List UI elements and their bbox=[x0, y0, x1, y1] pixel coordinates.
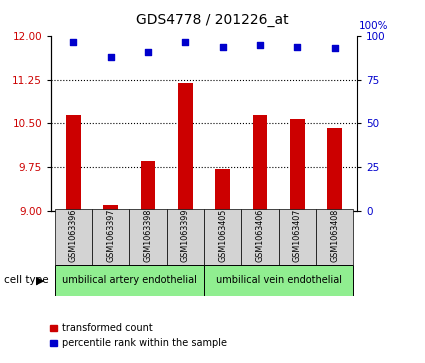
Text: GSM1063405: GSM1063405 bbox=[218, 209, 227, 262]
Text: GSM1063406: GSM1063406 bbox=[255, 209, 264, 262]
Point bbox=[257, 42, 264, 48]
Text: umbilical vein endothelial: umbilical vein endothelial bbox=[215, 276, 342, 285]
Bar bbox=[316, 209, 353, 265]
Bar bbox=[204, 265, 353, 296]
Text: GSM1063407: GSM1063407 bbox=[293, 209, 302, 262]
Point bbox=[331, 46, 338, 52]
Text: ▶: ▶ bbox=[36, 275, 45, 285]
Bar bbox=[204, 209, 241, 265]
Bar bbox=[215, 169, 230, 211]
Text: GSM1063399: GSM1063399 bbox=[181, 209, 190, 262]
Bar bbox=[178, 83, 193, 211]
Bar bbox=[290, 119, 305, 211]
Text: GSM1063408: GSM1063408 bbox=[330, 209, 339, 262]
Bar bbox=[55, 265, 204, 296]
Bar bbox=[92, 209, 129, 265]
Text: GSM1063398: GSM1063398 bbox=[144, 209, 153, 262]
Bar bbox=[279, 209, 316, 265]
Point bbox=[70, 38, 77, 44]
Bar bbox=[141, 161, 156, 211]
Bar bbox=[129, 209, 167, 265]
Legend: transformed count, percentile rank within the sample: transformed count, percentile rank withi… bbox=[46, 319, 231, 352]
Point bbox=[107, 54, 114, 60]
Text: GDS4778 / 201226_at: GDS4778 / 201226_at bbox=[136, 13, 289, 27]
Text: 100%: 100% bbox=[359, 21, 388, 31]
Text: GSM1063396: GSM1063396 bbox=[69, 209, 78, 262]
Text: cell type: cell type bbox=[4, 275, 49, 285]
Point bbox=[144, 49, 151, 55]
Bar bbox=[66, 115, 81, 211]
Bar bbox=[241, 209, 279, 265]
Bar bbox=[103, 205, 118, 211]
Bar bbox=[55, 209, 92, 265]
Point bbox=[182, 38, 189, 44]
Point bbox=[294, 44, 301, 50]
Point bbox=[219, 44, 226, 50]
Bar bbox=[327, 128, 342, 211]
Text: umbilical artery endothelial: umbilical artery endothelial bbox=[62, 276, 197, 285]
Bar bbox=[167, 209, 204, 265]
Text: GSM1063397: GSM1063397 bbox=[106, 209, 115, 262]
Bar bbox=[252, 115, 267, 211]
